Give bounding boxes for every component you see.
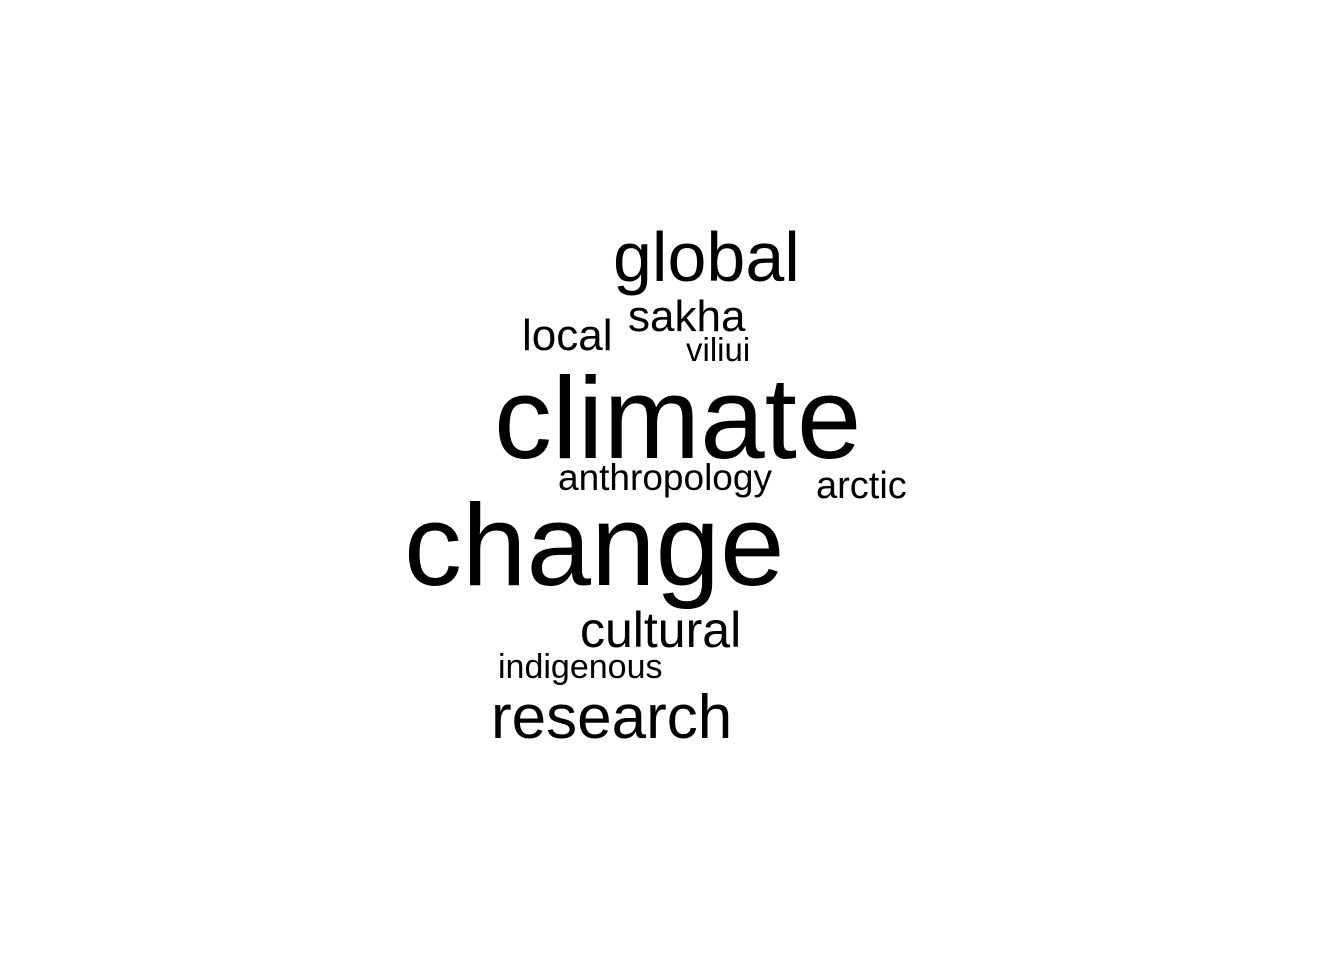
word-global: global	[613, 218, 800, 296]
word-viliui: viliui	[686, 331, 750, 368]
word-climate: climate	[494, 353, 861, 483]
word-local: local	[522, 311, 613, 360]
word-indigenous: indigenous	[498, 648, 662, 686]
word-change: change	[404, 480, 785, 610]
word-anthropology: anthropology	[558, 457, 772, 498]
word-cultural: cultural	[580, 602, 741, 658]
word-arctic: arctic	[816, 465, 907, 507]
word-sakha: sakha	[628, 292, 746, 341]
word-research: research	[491, 683, 732, 752]
